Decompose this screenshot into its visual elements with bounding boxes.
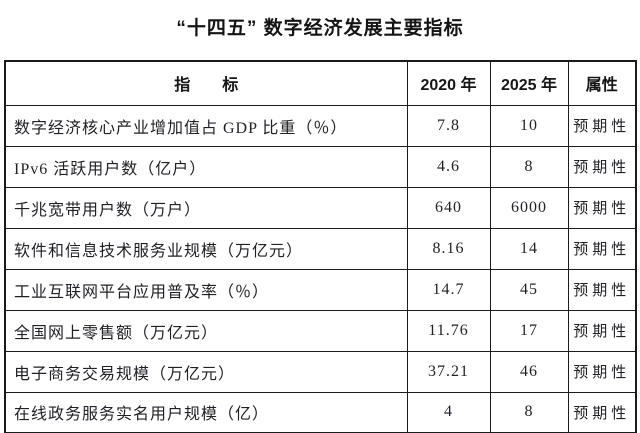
- indicator-cell: 软件和信息技术服务业规模（万亿元）: [4, 227, 408, 270]
- table-row: 在线政务服务实名用户规模（亿） 4 8 预期性: [4, 391, 637, 433]
- table-row: IPv6 活跃用户数（亿户） 4.6 8 预期性: [4, 145, 637, 188]
- page-title: “十四五” 数字经济发展主要指标: [176, 18, 464, 39]
- value-2020-cell: 640: [406, 186, 491, 229]
- value-2025-cell: 46: [489, 350, 569, 393]
- col-header-2020: 2020 年: [406, 60, 491, 106]
- value-2020-cell: 4: [406, 391, 491, 433]
- attribute-cell: 预期性: [567, 391, 637, 433]
- attribute-cell: 预期性: [567, 350, 637, 393]
- attribute-cell: 预期性: [567, 186, 637, 229]
- table-row: 数字经济核心产业增加值占 GDP 比重（％） 7.8 10 预期性: [4, 104, 637, 147]
- table-row: 软件和信息技术服务业规模（万亿元） 8.16 14 预期性: [4, 227, 637, 270]
- table-row: 工业互联网平台应用普及率（％） 14.7 45 预期性: [4, 268, 637, 311]
- col-header-2025: 2025 年: [489, 60, 569, 106]
- value-2025-cell: 14: [489, 227, 569, 270]
- attribute-cell: 预期性: [567, 145, 637, 188]
- value-2025-cell: 6000: [489, 186, 569, 229]
- value-2025-cell: 45: [489, 268, 569, 311]
- attribute-cell: 预期性: [567, 309, 637, 352]
- indicator-cell: 全国网上零售额（万亿元）: [4, 309, 408, 352]
- indicator-cell: IPv6 活跃用户数（亿户）: [4, 145, 408, 188]
- value-2025-cell: 17: [489, 309, 569, 352]
- indicator-cell: 千兆宽带用户数（万户）: [4, 186, 408, 229]
- value-2020-cell: 4.6: [406, 145, 491, 188]
- attribute-cell: 预期性: [567, 227, 637, 270]
- table-header-row: 指 标 2020 年 2025 年 属性: [4, 60, 637, 106]
- value-2025-cell: 10: [489, 104, 569, 147]
- value-2020-cell: 14.7: [406, 268, 491, 311]
- indicator-cell: 数字经济核心产业增加值占 GDP 比重（％）: [4, 104, 408, 147]
- table-row: 电子商务交易规模（万亿元） 37.21 46 预期性: [4, 350, 637, 393]
- indicator-cell: 电子商务交易规模（万亿元）: [4, 350, 408, 393]
- table-row: 全国网上零售额（万亿元） 11.76 17 预期性: [4, 309, 637, 352]
- value-2020-cell: 37.21: [406, 350, 491, 393]
- value-2020-cell: 8.16: [406, 227, 491, 270]
- indicator-cell: 在线政务服务实名用户规模（亿）: [4, 391, 408, 433]
- value-2025-cell: 8: [489, 391, 569, 433]
- value-2020-cell: 7.8: [406, 104, 491, 147]
- indicator-cell: 工业互联网平台应用普及率（％）: [4, 268, 408, 311]
- col-header-attribute: 属性: [567, 60, 637, 106]
- indicators-table: 指 标 2020 年 2025 年 属性 数字经济核心产业增加值占 GDP 比重…: [4, 60, 637, 433]
- table-row: 千兆宽带用户数（万户） 640 6000 预期性: [4, 186, 637, 229]
- value-2020-cell: 11.76: [406, 309, 491, 352]
- col-header-indicator: 指 标: [4, 60, 408, 106]
- attribute-cell: 预期性: [567, 268, 637, 311]
- value-2025-cell: 8: [489, 145, 569, 188]
- attribute-cell: 预期性: [567, 104, 637, 147]
